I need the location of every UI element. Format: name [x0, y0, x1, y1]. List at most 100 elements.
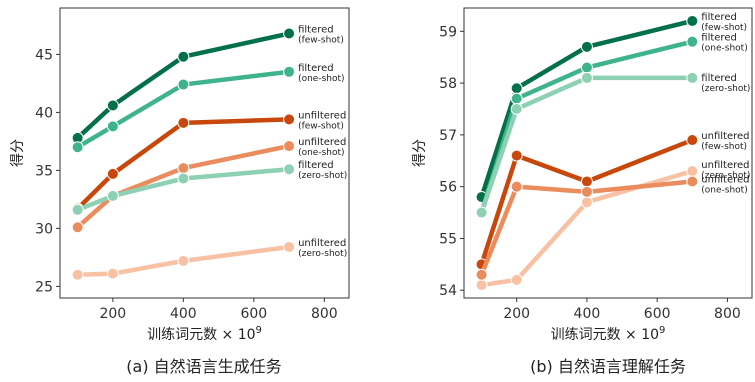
- data-point: [177, 78, 190, 91]
- data-point: [71, 221, 84, 234]
- y-axis-title: 得分: [9, 139, 26, 167]
- data-point: [510, 180, 523, 193]
- data-point: [686, 134, 699, 147]
- series-sublabel: (zero-shot): [701, 171, 750, 181]
- plot-frame: [59, 7, 350, 299]
- series-label: filtered: [298, 25, 334, 36]
- data-point: [686, 35, 699, 48]
- data-point: [475, 206, 488, 219]
- series-sublabel: (zero-shot): [701, 84, 750, 94]
- data-point: [283, 27, 296, 40]
- data-point: [283, 140, 296, 153]
- data-point: [71, 268, 84, 281]
- series-line: [75, 117, 292, 211]
- plot-frame: [463, 7, 753, 299]
- data-point: [510, 102, 523, 115]
- data-point: [106, 167, 119, 180]
- data-point: [580, 71, 593, 84]
- series-label: unfiltered: [298, 110, 346, 121]
- data-point: [686, 165, 699, 178]
- y-tick-label: 55: [439, 231, 457, 247]
- series-sublabel: (zero-shot): [298, 249, 347, 259]
- series-sublabel: (few-shot): [298, 36, 344, 46]
- series-sublabel: (one-shot): [298, 148, 344, 158]
- series-line: [75, 31, 292, 141]
- y-tick-label: 25: [35, 279, 53, 295]
- data-point: [106, 99, 119, 112]
- x-tick-label: 400: [170, 306, 197, 322]
- data-point: [475, 279, 488, 292]
- series-label: filtered: [701, 12, 737, 23]
- data-point: [71, 141, 84, 154]
- series-line: [75, 244, 292, 278]
- data-point: [510, 273, 523, 286]
- series-label: filtered: [701, 33, 737, 44]
- y-tick-label: 57: [439, 128, 457, 144]
- data-point: [580, 196, 593, 209]
- x-axis-title-exponent: 9: [659, 325, 665, 336]
- y-tick-label: 45: [35, 47, 53, 63]
- series-line: [479, 179, 695, 277]
- series-sublabel: (one-shot): [701, 44, 747, 54]
- series-label: filtered: [701, 73, 737, 84]
- x-axis-title: 训练词元数 × 109: [551, 325, 666, 343]
- series-label: unfiltered: [701, 131, 749, 142]
- data-point: [580, 40, 593, 53]
- series-line: [75, 166, 292, 213]
- series-label: unfiltered: [298, 137, 346, 148]
- series-line: [479, 75, 695, 215]
- y-tick-label: 58: [439, 76, 457, 92]
- series-sublabel: (one-shot): [298, 74, 344, 84]
- data-point: [177, 162, 190, 175]
- data-point: [177, 116, 190, 129]
- data-point: [283, 163, 296, 176]
- data-point: [283, 240, 296, 253]
- series-label: filtered: [298, 160, 334, 171]
- x-axis-title-exponent: 9: [256, 325, 262, 336]
- figure-caption: (b) 自然语言理解任务: [530, 357, 686, 376]
- data-point: [580, 175, 593, 188]
- x-tick-label: 800: [714, 306, 741, 322]
- data-point: [71, 203, 84, 216]
- series-line: [479, 137, 695, 267]
- series-sublabel: (few-shot): [298, 121, 344, 131]
- data-point: [177, 172, 190, 185]
- series-label: unfiltered: [701, 160, 749, 171]
- data-point: [475, 268, 488, 281]
- series-line: [75, 143, 292, 230]
- y-tick-label: 54: [439, 283, 457, 299]
- series-sublabel: (few-shot): [701, 23, 747, 33]
- y-tick-label: 56: [439, 180, 457, 196]
- chart-panel-a: 25 30 35 40 45 200 400 600 800 训练词元数 × 109 得分 filte…: [9, 7, 350, 376]
- series-label: filtered: [298, 63, 334, 74]
- y-axis-title: 得分: [411, 139, 428, 167]
- x-tick-label: 600: [644, 306, 671, 322]
- y-tick-label: 59: [439, 24, 457, 40]
- x-tick-label: 400: [574, 306, 601, 322]
- series-line: [75, 69, 292, 150]
- x-tick-label: 600: [240, 306, 267, 322]
- data-point: [177, 254, 190, 267]
- data-point: [580, 61, 593, 74]
- data-point: [510, 92, 523, 105]
- data-point: [106, 267, 119, 280]
- x-tick-label: 200: [503, 306, 530, 322]
- series-sublabel: (few-shot): [701, 142, 747, 152]
- data-point: [686, 175, 699, 188]
- y-tick-label: 30: [35, 221, 53, 237]
- series-label: unfiltered: [701, 174, 749, 185]
- chart-panel-b: 54 55 56 57 58 59 200 400 600 800 训练词元数 × 109 得分 fil…: [411, 7, 753, 376]
- series-sublabel: (one-shot): [701, 185, 747, 195]
- y-tick-label: 35: [35, 163, 53, 179]
- data-point: [686, 14, 699, 27]
- x-tick-label: 800: [311, 306, 338, 322]
- data-point: [283, 113, 296, 126]
- x-tick-label: 200: [99, 306, 126, 322]
- series-line: [479, 18, 695, 200]
- data-point: [106, 189, 119, 202]
- figure-caption: (a) 自然语言生成任务: [126, 357, 281, 376]
- series-sublabel: (zero-shot): [298, 171, 347, 181]
- data-point: [510, 149, 523, 162]
- data-point: [283, 65, 296, 78]
